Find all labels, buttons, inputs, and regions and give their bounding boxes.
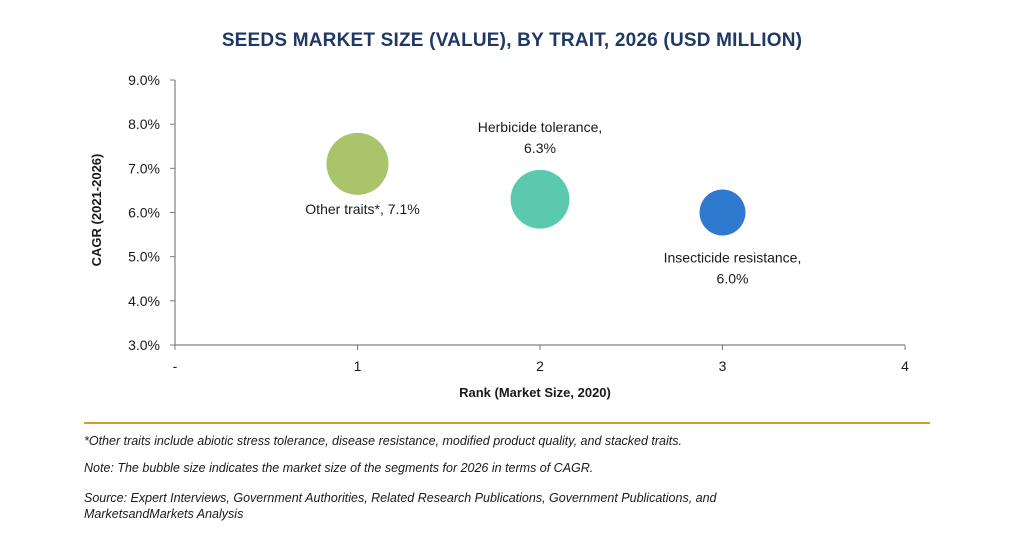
chart-title: SEEDS MARKET SIZE (VALUE), BY TRAIT, 202… — [221, 30, 803, 51]
x-tick-label: 2 — [536, 358, 544, 374]
footnote-note: Note: The bubble size indicates the mark… — [84, 461, 594, 475]
y-axis-label: CAGR (2021-2026) — [89, 154, 104, 267]
data-label: 6.0% — [717, 270, 749, 286]
y-tick-label: 5.0% — [128, 249, 160, 265]
x-tick-label: - — [173, 358, 178, 374]
bubble — [510, 169, 570, 229]
bubble-chart: 3.0% 4.0% 5.0% 6.0% 7.0% 8.0% 9.0% - 1 2 3 4 Other… — [89, 72, 909, 400]
data-labels: Other traits*, 7.1% Herbicide tolerance, 6… — [305, 119, 801, 287]
data-label: Other traits*, 7.1% — [305, 201, 419, 217]
y-tick-label: 4.0% — [128, 293, 160, 309]
x-tick-label: 4 — [901, 358, 909, 374]
data-label: Herbicide tolerance, — [478, 119, 603, 135]
y-tick-label: 8.0% — [128, 116, 160, 132]
y-tick-label: 9.0% — [128, 72, 160, 88]
x-tick-label: 1 — [354, 358, 362, 374]
bubble — [699, 189, 746, 236]
footnote-other-traits: *Other traits include abiotic stress tol… — [84, 434, 682, 448]
x-tick-label: 3 — [719, 358, 727, 374]
footnote-divider — [84, 422, 930, 424]
y-tick-label: 6.0% — [128, 205, 160, 221]
footnote-source-line1: Source: Expert Interviews, Government Au… — [84, 491, 717, 505]
footnote-source-line2: MarketsandMarkets Analysis — [84, 507, 244, 521]
y-tick-label: 7.0% — [128, 160, 160, 176]
data-label: 6.3% — [524, 140, 556, 156]
bubble — [326, 132, 389, 195]
y-axis-ticks: 3.0% 4.0% 5.0% 6.0% 7.0% 8.0% 9.0% — [128, 72, 175, 353]
footnote-source: Source: Expert Interviews, Government Au… — [84, 490, 944, 522]
bubbles — [326, 132, 746, 236]
y-tick-label: 3.0% — [128, 337, 160, 353]
x-axis-ticks: - 1 2 3 4 — [173, 345, 909, 374]
data-label: Insecticide resistance, — [664, 249, 802, 265]
x-axis-label: Rank (Market Size, 2020) — [459, 385, 611, 400]
